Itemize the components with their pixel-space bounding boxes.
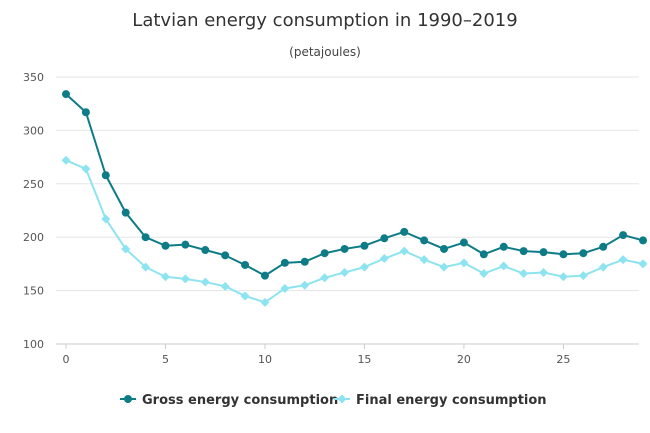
point-1-0[interactable] — [61, 155, 71, 165]
point-0-3[interactable] — [121, 208, 130, 217]
y-axis-ticks: 100 150 200 250 300 350 — [23, 71, 44, 351]
legend-label-0: Gross energy consumption — [142, 393, 338, 408]
chart-title: Latvian energy consumption in 1990–2019 — [132, 10, 517, 31]
point-0-21[interactable] — [479, 250, 488, 259]
point-1-7[interactable] — [200, 277, 210, 287]
point-1-11[interactable] — [280, 283, 290, 293]
legend-marker-0 — [124, 395, 132, 403]
point-1-28[interactable] — [618, 255, 628, 265]
point-1-13[interactable] — [320, 273, 330, 283]
legend-item-0[interactable]: Gross energy consumption — [120, 393, 338, 408]
x-tick-label-5: 5 — [162, 353, 169, 366]
point-1-2[interactable] — [101, 214, 111, 224]
point-0-14[interactable] — [340, 244, 349, 253]
point-0-20[interactable] — [459, 238, 468, 247]
legend[interactable]: Gross energy consumption Final energy con… — [120, 393, 547, 408]
point-1-3[interactable] — [121, 244, 131, 254]
point-0-24[interactable] — [539, 248, 548, 257]
x-axis: 0 5 10 15 20 25 — [63, 344, 570, 366]
point-1-24[interactable] — [539, 267, 549, 277]
point-0-2[interactable] — [101, 171, 110, 180]
point-0-18[interactable] — [420, 236, 429, 245]
series-0 — [62, 90, 647, 280]
x-tick-label-10: 10 — [258, 353, 272, 366]
point-1-1[interactable] — [81, 164, 91, 174]
chart-subtitle: (petajoules) — [289, 45, 361, 59]
point-0-8[interactable] — [221, 251, 230, 260]
point-1-10[interactable] — [260, 297, 270, 307]
point-1-4[interactable] — [141, 262, 151, 272]
x-tick-label-20: 20 — [457, 353, 471, 366]
point-0-28[interactable] — [619, 231, 628, 240]
series-group — [61, 90, 648, 307]
point-1-23[interactable] — [519, 269, 529, 279]
point-0-7[interactable] — [201, 246, 210, 255]
point-0-29[interactable] — [639, 236, 647, 245]
point-1-15[interactable] — [359, 262, 369, 272]
legend-item-1[interactable]: Final energy consumption — [334, 393, 547, 408]
y-tick-label-300: 300 — [23, 124, 44, 137]
point-0-15[interactable] — [360, 241, 369, 250]
y-tick-label-150: 150 — [23, 285, 44, 298]
point-0-12[interactable] — [300, 257, 309, 266]
point-0-10[interactable] — [260, 271, 269, 280]
x-tick-label-15: 15 — [357, 353, 371, 366]
series-line-1 — [65, 159, 644, 304]
point-1-20[interactable] — [459, 258, 469, 268]
point-0-23[interactable] — [519, 247, 528, 256]
y-tick-label-100: 100 — [23, 338, 44, 351]
legend-label-1: Final energy consumption — [356, 393, 547, 408]
point-1-9[interactable] — [240, 291, 250, 301]
point-1-27[interactable] — [598, 262, 608, 272]
point-0-19[interactable] — [440, 244, 449, 253]
point-0-1[interactable] — [81, 108, 90, 117]
point-1-5[interactable] — [160, 272, 170, 282]
x-tick-label-0: 0 — [63, 353, 70, 366]
point-1-6[interactable] — [180, 274, 190, 284]
point-0-26[interactable] — [579, 249, 588, 258]
point-1-25[interactable] — [558, 272, 568, 282]
point-0-5[interactable] — [161, 241, 170, 250]
series-line-0 — [65, 93, 644, 277]
point-0-6[interactable] — [181, 240, 190, 249]
point-1-17[interactable] — [399, 246, 409, 256]
point-1-29[interactable] — [638, 259, 648, 269]
point-0-0[interactable] — [62, 90, 70, 99]
point-0-13[interactable] — [320, 249, 329, 258]
point-0-4[interactable] — [141, 233, 150, 242]
point-1-14[interactable] — [340, 267, 350, 277]
point-0-22[interactable] — [499, 242, 508, 251]
point-1-26[interactable] — [578, 271, 588, 281]
point-0-9[interactable] — [241, 260, 250, 269]
series-1 — [61, 155, 648, 307]
legend-marker-1 — [337, 394, 347, 404]
point-0-27[interactable] — [599, 242, 608, 251]
point-0-25[interactable] — [559, 250, 568, 259]
point-0-16[interactable] — [380, 234, 389, 243]
point-1-12[interactable] — [300, 280, 310, 290]
x-tick-label-25: 25 — [556, 353, 570, 366]
point-0-17[interactable] — [400, 227, 409, 236]
y-tick-label-200: 200 — [23, 231, 44, 244]
grid-lines — [56, 76, 639, 345]
point-1-22[interactable] — [499, 261, 509, 271]
y-tick-label-350: 350 — [23, 71, 44, 84]
point-1-8[interactable] — [220, 281, 230, 291]
y-tick-label-250: 250 — [23, 178, 44, 191]
point-0-11[interactable] — [280, 258, 289, 267]
point-1-16[interactable] — [379, 254, 389, 264]
point-1-19[interactable] — [439, 262, 449, 272]
point-1-21[interactable] — [479, 269, 489, 279]
point-1-18[interactable] — [419, 255, 429, 265]
